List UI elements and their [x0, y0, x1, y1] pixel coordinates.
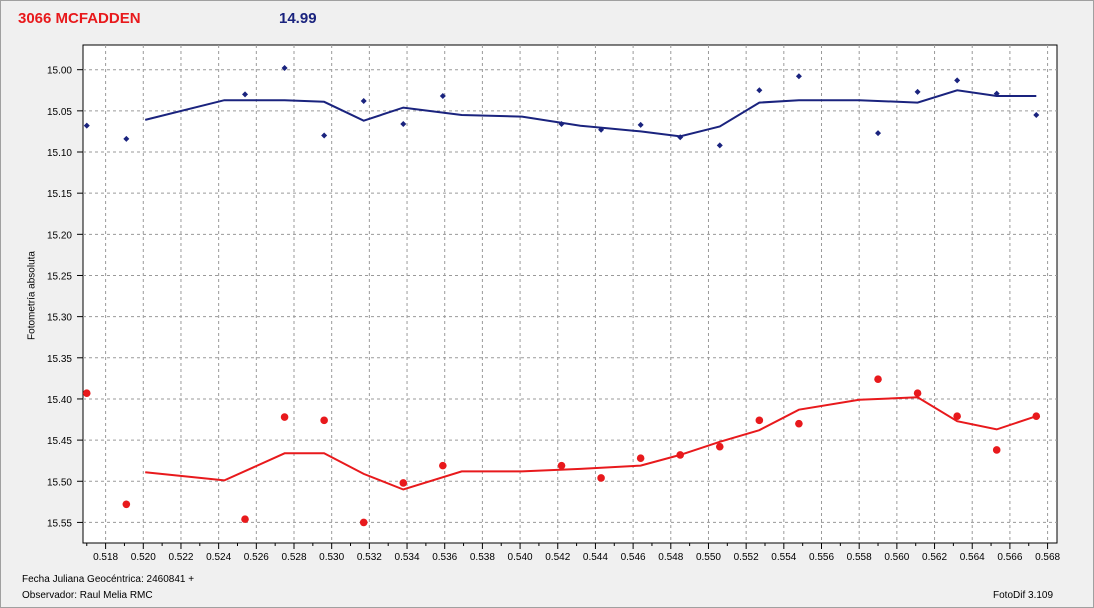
series-0-point [993, 90, 1000, 97]
series-0-point [1033, 111, 1040, 118]
x-tick-label: 0.542 [545, 552, 570, 563]
series-1-point [82, 389, 91, 397]
y-tick-label: 15.55 [47, 518, 72, 529]
series-0-point [83, 122, 90, 129]
y-tick-label: 15.20 [47, 230, 72, 241]
y-tick-label: 15.00 [47, 66, 72, 77]
reference-magnitude: 14.99 [279, 10, 317, 27]
y-tick-label: 15.30 [47, 313, 72, 324]
series-0-point [954, 77, 961, 84]
x-axis-ticks: 0.518 0.520 0.522 0.524 0.526 0.528 0.530 0.532… [86, 543, 1061, 563]
x-tick-label: 0.534 [395, 552, 420, 563]
x-tick-label: 0.558 [847, 552, 872, 563]
x-tick-label: 0.546 [621, 552, 646, 563]
series-1-point [874, 375, 882, 383]
series-1-point [755, 416, 764, 425]
star-name: 3066 MCFADDEN [18, 10, 141, 27]
series-0-point [400, 121, 407, 128]
software-version: FotoDif 3.109 [993, 590, 1054, 601]
x-tick-label: 0.564 [960, 552, 985, 563]
series-layer [82, 65, 1041, 527]
series-0-point [360, 97, 367, 104]
x-tick-label: 0.532 [357, 552, 382, 563]
x-tick-label: 0.560 [884, 552, 909, 563]
x-tick-label: 0.544 [583, 552, 608, 563]
y-tick-label: 15.25 [47, 271, 72, 282]
x-tick-label: 0.540 [508, 552, 533, 563]
x-tick-label: 0.524 [206, 552, 231, 563]
julian-date-label: Fecha Juliana Geocéntrica: 2460841 + [22, 574, 195, 585]
series-1-point [557, 461, 566, 470]
x-tick-label: 0.554 [771, 552, 796, 563]
series-1-point [399, 479, 408, 487]
series-0-point [914, 88, 921, 95]
series-1-point [597, 474, 605, 482]
series-1-point [359, 518, 368, 527]
y-tick-label: 15.40 [47, 395, 72, 406]
series-1-trend-line [145, 396, 1037, 491]
series-1-point [953, 412, 961, 421]
y-tick-label: 15.05 [47, 107, 72, 118]
x-tick-label: 0.526 [244, 552, 269, 563]
x-tick-label: 0.568 [1035, 552, 1060, 563]
x-tick-label: 0.538 [470, 552, 495, 563]
x-tick-label: 0.528 [281, 552, 306, 563]
y-tick-label: 15.45 [47, 436, 72, 447]
series-0-point [558, 121, 565, 128]
series-0-point [242, 91, 249, 98]
series-1-point [280, 413, 289, 421]
x-tick-label: 0.536 [432, 552, 457, 563]
x-tick-label: 0.520 [131, 552, 156, 563]
y-tick-label: 15.15 [47, 189, 72, 200]
grid [83, 45, 1057, 543]
series-1-point [992, 446, 1001, 454]
series-0-point [321, 132, 328, 139]
x-tick-label: 0.548 [658, 552, 683, 563]
series-1-point [122, 500, 131, 509]
x-tick-label: 0.562 [922, 552, 947, 563]
x-tick-label: 0.552 [734, 552, 759, 563]
series-0-point [123, 135, 130, 142]
series-1-point [715, 442, 724, 451]
y-axis-ticks: 15.00 15.05 15.10 15.15 15.20 15.25 15.30 15.35… [47, 66, 83, 529]
x-tick-label: 0.530 [319, 552, 344, 563]
x-tick-label: 0.522 [168, 552, 193, 563]
series-1-point [439, 461, 447, 470]
y-tick-label: 15.35 [47, 354, 72, 365]
series-0-trend-line [144, 89, 1037, 138]
series-0-point [677, 134, 684, 141]
series-1-point [320, 416, 328, 425]
series-1-point [1032, 412, 1041, 421]
series-1-point [795, 419, 803, 428]
series-0-point [598, 126, 605, 133]
series-0-point [795, 73, 802, 80]
x-tick-label: 0.518 [93, 552, 118, 563]
plot-area [82, 44, 1058, 544]
series-1-point [636, 454, 645, 463]
x-tick-label: 0.566 [997, 552, 1022, 563]
series-0-point [875, 130, 882, 137]
observer-label: Observador: Raul Melia RMC [22, 590, 153, 601]
series-0-point [281, 65, 288, 72]
x-tick-label: 0.550 [696, 552, 721, 563]
y-tick-label: 15.50 [47, 477, 72, 488]
series-0-point [716, 142, 723, 149]
y-tick-label: 15.10 [47, 148, 72, 159]
series-1-point [913, 389, 922, 397]
series-1-point [241, 515, 249, 523]
series-0-point [637, 121, 644, 128]
series-1-point [676, 451, 685, 459]
x-tick-label: 0.556 [809, 552, 834, 563]
series-0-point [439, 93, 446, 100]
series-0-point [756, 87, 763, 94]
